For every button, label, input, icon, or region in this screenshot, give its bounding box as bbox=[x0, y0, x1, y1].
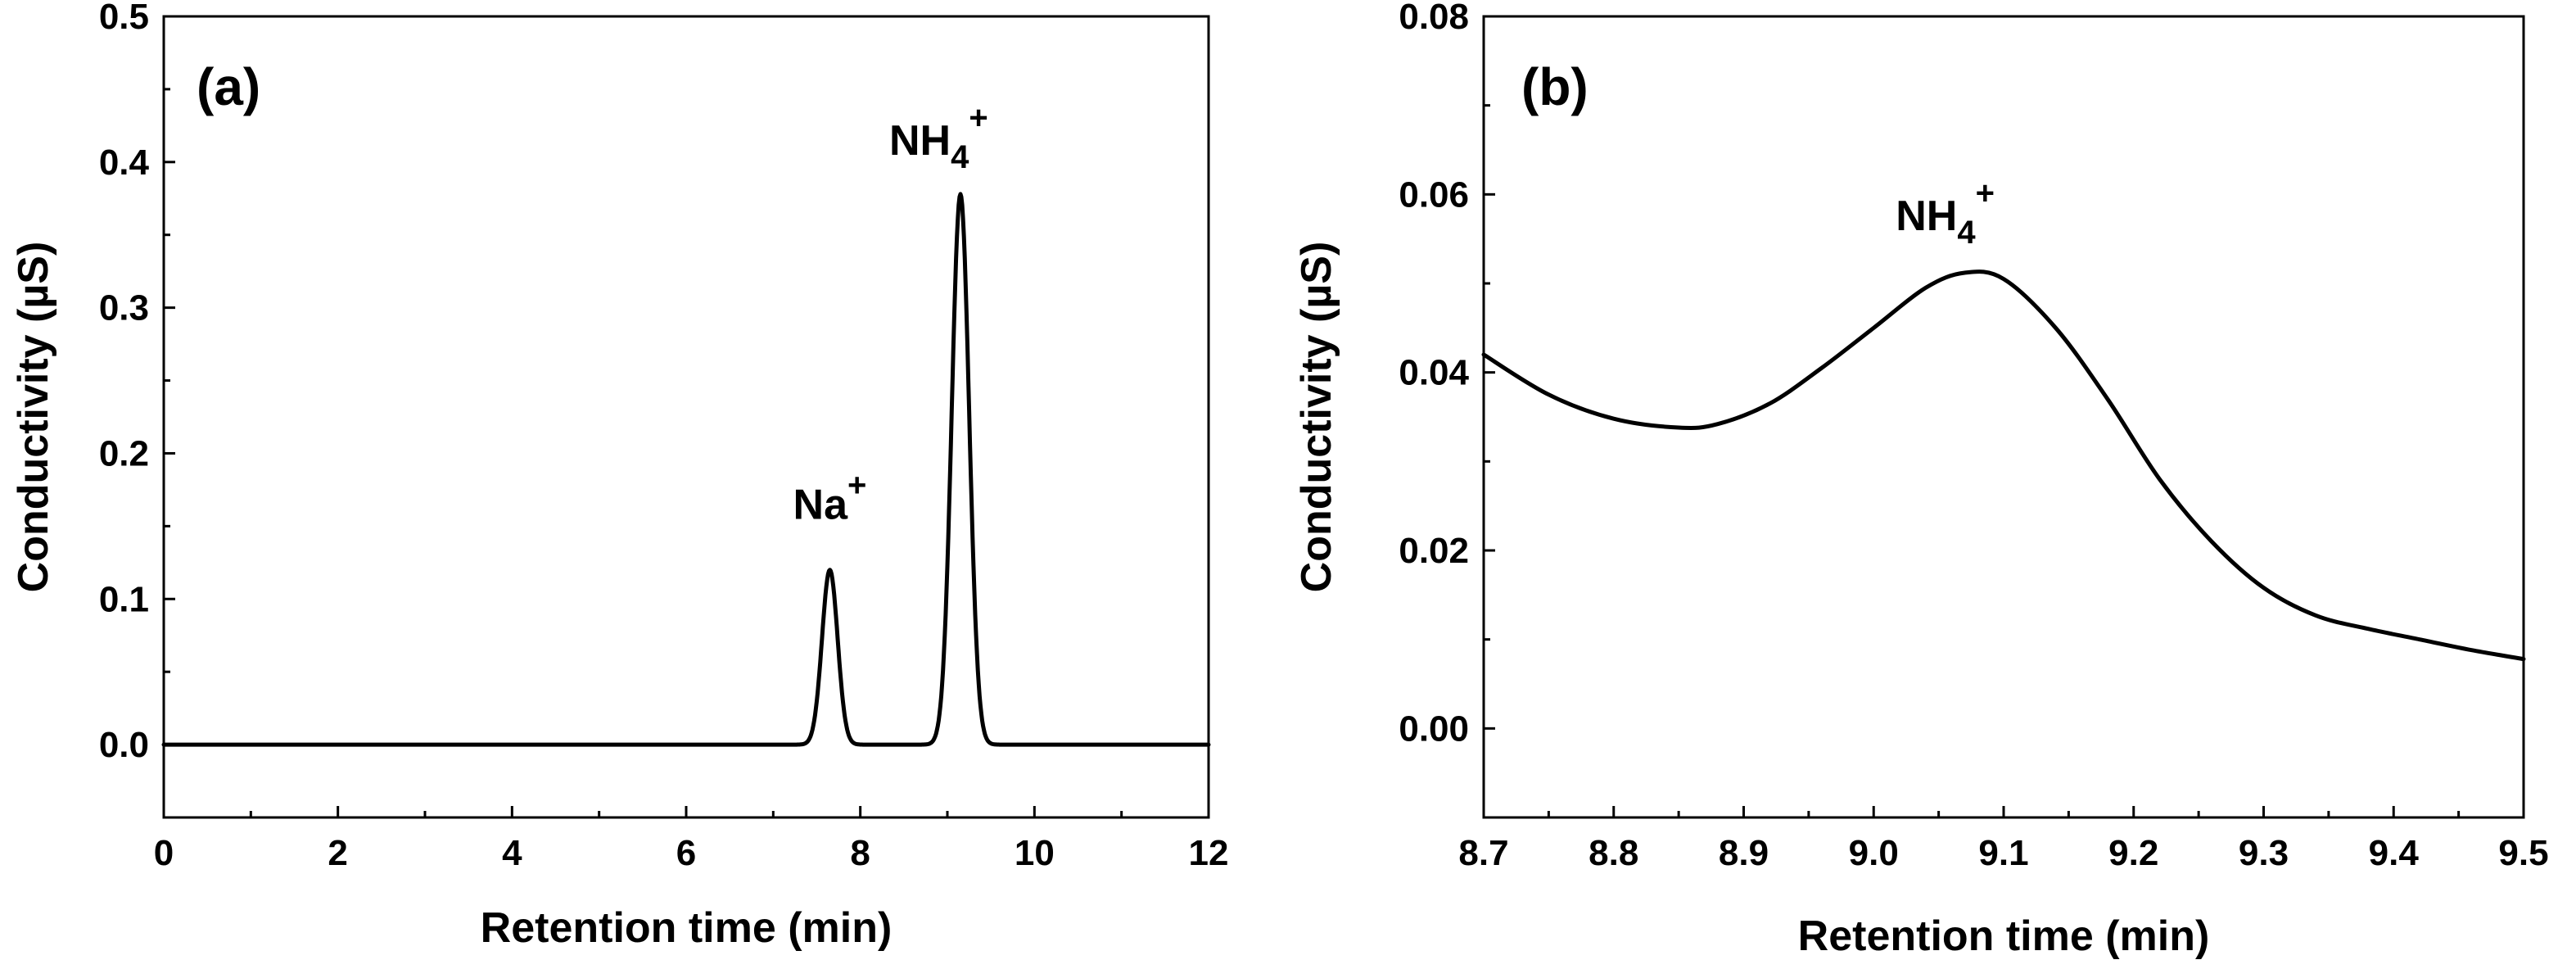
panel-a-x-tick-label: 6 bbox=[676, 833, 696, 873]
panel-a-x-tick-label: 12 bbox=[1189, 833, 1229, 873]
panel-a-tick-labels: 0 2 4 6 8 10 12 0.0 0.1 0.2 0.3 0.4 0.5 bbox=[99, 0, 1229, 873]
panel-a-annotation-nh4: NH4+ bbox=[889, 100, 988, 175]
panel-b-tick-labels: 8.7 8.8 8.9 9.0 9.1 9.2 9.3 9.4 9.5 0.00 0.02 0.04 0… bbox=[1399, 0, 2548, 873]
panel-a-y-tick-label: 0.5 bbox=[99, 0, 149, 37]
panel-a-x-tick-label: 10 bbox=[1015, 833, 1055, 873]
panel-a-x-tick-label: 8 bbox=[850, 833, 870, 873]
panel-b-annotation-nh4: NH4+ bbox=[1896, 175, 1995, 251]
panel-a-series-line bbox=[161, 192, 1211, 747]
panel-a-y-tick-label: 0.3 bbox=[99, 288, 149, 328]
panel-a-x-axis-title: Retention time (min) bbox=[481, 904, 893, 952]
panel-a-y-axis-title: Conductivity (µS) bbox=[10, 242, 57, 593]
panel-b-ticks bbox=[1482, 15, 2525, 817]
panel-b-y-tick-label: 0.04 bbox=[1399, 353, 1469, 393]
panel-a-label: (a) bbox=[197, 57, 260, 116]
panel-a-plot-frame bbox=[162, 15, 1210, 819]
panel-a-y-tick-label: 0.0 bbox=[99, 725, 149, 765]
panel-a-ticks bbox=[162, 15, 1210, 817]
panel-b-x-tick-label: 9.5 bbox=[2498, 833, 2548, 873]
panel-b-y-tick-label: 0.02 bbox=[1399, 531, 1469, 571]
panel-b-x-axis-title: Retention time (min) bbox=[1798, 912, 2210, 960]
panel-a: 0 2 4 6 8 10 12 0.0 0.1 0.2 0.3 0.4 0.5 (a) Na+ NH4+… bbox=[10, 0, 1228, 952]
panel-b-x-tick-label: 9.1 bbox=[1978, 833, 2028, 873]
panel-a-annotation-na: Na+ bbox=[793, 467, 867, 528]
panel-b-x-tick-label: 9.3 bbox=[2239, 833, 2289, 873]
panel-b-x-tick-label: 8.9 bbox=[1719, 833, 1769, 873]
panel-b-x-tick-label: 9.0 bbox=[1849, 833, 1899, 873]
panel-b-x-tick-label: 9.4 bbox=[2369, 833, 2420, 873]
panel-b-x-tick-label: 8.8 bbox=[1589, 833, 1638, 873]
panel-b-y-tick-label: 0.06 bbox=[1399, 174, 1469, 215]
panel-b-series-line bbox=[1481, 269, 2526, 662]
panel-a-y-tick-label: 0.1 bbox=[99, 579, 149, 619]
panel-b-x-tick-label: 9.2 bbox=[2108, 833, 2158, 873]
panel-b-x-tick-label: 8.7 bbox=[1458, 833, 1508, 873]
panel-a-x-tick-label: 0 bbox=[154, 833, 174, 873]
panel-b-label: (b) bbox=[1521, 57, 1589, 116]
panel-b-y-axis-title: Conductivity (µS) bbox=[1293, 242, 1340, 593]
panel-b-y-tick-label: 0.08 bbox=[1399, 0, 1469, 37]
panel-a-y-tick-label: 0.4 bbox=[99, 143, 150, 183]
panel-b-y-tick-label: 0.00 bbox=[1399, 709, 1469, 749]
panel-a-x-tick-label: 4 bbox=[502, 833, 522, 873]
panel-a-y-tick-label: 0.2 bbox=[99, 433, 149, 473]
panel-b: 8.7 8.8 8.9 9.0 9.1 9.2 9.3 9.4 9.5 0.00 0.02 0.04 0… bbox=[1293, 0, 2549, 960]
panel-a-x-tick-label: 2 bbox=[328, 833, 347, 873]
panel-b-plot-frame bbox=[1482, 15, 2525, 819]
